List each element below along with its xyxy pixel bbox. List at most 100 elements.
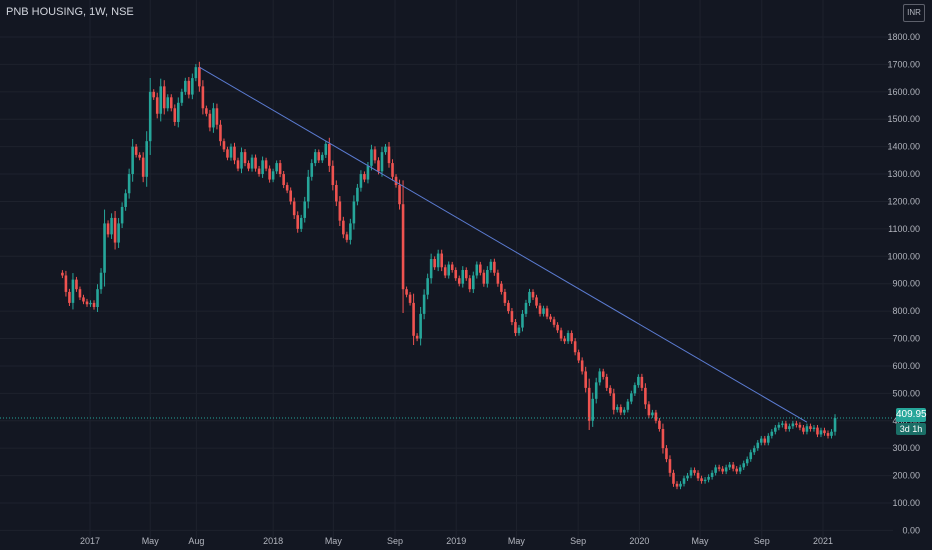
candle-body: [696, 472, 700, 479]
time-tick-label: Aug: [188, 536, 204, 546]
trendline[interactable]: [199, 66, 808, 423]
candle-body: [271, 171, 275, 180]
candle-body: [124, 193, 127, 207]
candle-body: [342, 220, 345, 235]
candle-body: [75, 279, 78, 290]
candle-body: [689, 470, 693, 476]
candle-body: [250, 157, 254, 169]
candle-body: [573, 341, 577, 353]
candle-body: [380, 152, 384, 172]
candle-body: [608, 387, 612, 394]
candle-body: [113, 217, 117, 243]
candle-body: [517, 327, 521, 334]
candle-body: [686, 475, 689, 479]
candle-body: [601, 371, 605, 377]
candle-body: [647, 404, 651, 416]
candle-body: [756, 442, 760, 449]
candle-body: [809, 426, 812, 429]
candle-body: [99, 272, 103, 290]
candle-body: [514, 322, 517, 334]
candle-body: [461, 270, 465, 284]
candle-body: [619, 407, 623, 413]
candle-body: [310, 163, 314, 177]
candle-body: [352, 201, 356, 224]
candle-body: [570, 333, 573, 342]
candle-body: [752, 448, 756, 453]
candle-body: [450, 264, 454, 270]
candle-body: [134, 146, 138, 155]
candle-body: [110, 217, 113, 235]
candle-body: [700, 478, 703, 482]
candle-body: [268, 168, 271, 180]
grid-lines: [0, 0, 893, 540]
candle-body: [552, 319, 556, 325]
candle-body: [317, 152, 321, 161]
candle-body: [127, 174, 131, 194]
candle-body: [64, 275, 68, 292]
candle-body: [394, 176, 398, 186]
candle-body: [556, 324, 559, 331]
price-tick-label: 100.00: [892, 498, 920, 508]
candle-body: [320, 154, 324, 161]
candle-body: [440, 253, 443, 268]
candle-body: [703, 479, 707, 482]
candle-body: [349, 223, 352, 240]
candle-body: [299, 217, 303, 229]
currency-badge[interactable]: INR: [903, 4, 925, 22]
candle-body: [345, 234, 349, 240]
candle-body: [71, 279, 75, 303]
price-tick-label: 900.00: [892, 279, 920, 289]
candle-body: [138, 154, 141, 158]
candle-body: [630, 393, 633, 402]
candle-body: [201, 86, 205, 109]
candle-body: [612, 393, 616, 410]
candle-body: [745, 459, 749, 464]
candle-body: [812, 427, 816, 429]
candle-body: [89, 302, 92, 305]
candle-body: [770, 431, 774, 436]
candle-body: [120, 206, 124, 224]
time-axis[interactable]: 2017 May Aug 2018 May Sep 2019 May Sep 2020 May Sep…: [80, 536, 833, 546]
candle-body: [391, 163, 394, 177]
candle-body: [538, 305, 542, 314]
bar-countdown-tag: 3d 1h: [896, 423, 926, 435]
candle-body: [278, 163, 282, 175]
candle-body: [422, 294, 426, 314]
candle-body: [584, 371, 587, 388]
candle-body: [359, 174, 363, 188]
candle-body: [791, 423, 795, 427]
candle-body: [482, 272, 486, 284]
price-tick-label: 1500.00: [887, 114, 920, 124]
candle-body: [777, 424, 781, 428]
candle-body: [714, 467, 717, 473]
candle-body: [198, 67, 201, 87]
candle-body: [658, 420, 661, 429]
candle-body: [640, 376, 644, 388]
candle-body: [531, 291, 535, 298]
candle-body: [117, 223, 120, 243]
time-tick-label: May: [325, 536, 343, 546]
candle-body: [833, 418, 837, 432]
candle-body: [436, 253, 440, 268]
candle-body: [173, 108, 177, 122]
candle-body: [106, 223, 110, 235]
candle-body: [521, 313, 524, 328]
candle-body: [254, 157, 257, 169]
candle-body: [240, 152, 243, 169]
candle-body: [566, 333, 570, 342]
candle-body: [296, 215, 300, 229]
candle-body: [693, 470, 696, 473]
candle-body: [468, 278, 472, 290]
candle-body: [454, 270, 458, 279]
time-tick-label: 2018: [263, 536, 283, 546]
candle-body: [830, 431, 833, 436]
candle-body: [707, 476, 710, 480]
price-tick-label: 1600.00: [887, 87, 920, 97]
candle-body: [313, 152, 317, 164]
candle-body: [731, 464, 735, 469]
candle-body: [384, 146, 387, 153]
price-tick-label: 200.00: [892, 471, 920, 481]
candle-body: [654, 412, 658, 421]
candle-body: [303, 201, 307, 218]
